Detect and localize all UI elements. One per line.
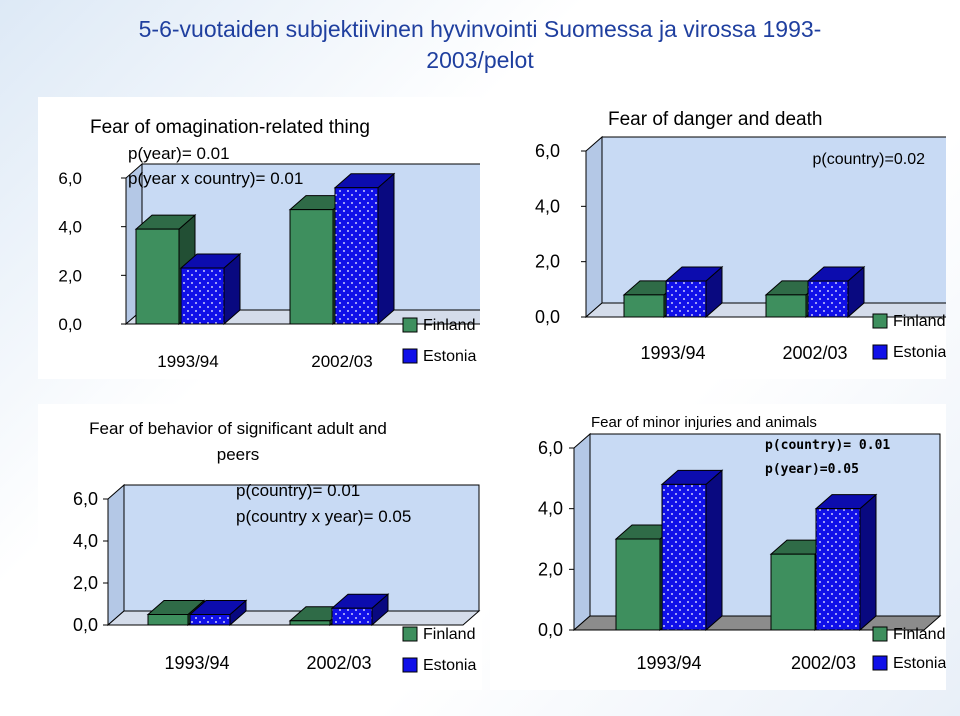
legend-swatch-finland [872,626,888,642]
bar-front [807,280,849,318]
bar-front [147,614,189,626]
legend-label-finland: Finland [893,313,945,330]
y-tick-label: 6,0 [538,438,563,458]
bar-front [661,483,707,631]
chart-panel-injuries-animals: 0,0 2,0 4,0 6,0 1993/94 2002/03 Fear of minor … [490,404,946,690]
chart-title: Fear of minor injuries and animals [591,414,817,431]
page-title: 5-6-vuotaiden subjektiivinen hyvinvointi… [0,14,960,76]
y-tick-label: 2,0 [538,559,563,579]
legend-label-finland: Finland [423,317,475,334]
y-tick-label: 4,0 [73,531,98,551]
bar-side [859,493,877,632]
plot-back-wall [123,484,480,612]
bar-front [615,538,661,631]
y-tick-label: 6,0 [535,141,560,161]
chart-annotation: p(country)=0.02 [812,151,925,168]
chart-title: Fear of danger and death [608,109,822,130]
bar-estonia-1 [333,172,396,326]
y-tick-label: 6,0 [58,169,82,188]
bar-front [189,614,231,626]
y-tick-label: 0,0 [73,615,98,635]
legend-label-estonia: Estonia [893,344,946,361]
bar-front [770,553,816,631]
y-tick-label: 2,0 [58,266,82,285]
bar-front [334,187,379,325]
chart-annotation: p(year)= 0.01 [128,144,230,163]
x-category-label: 2002/03 [791,653,856,673]
x-category-label: 2002/03 [306,653,371,673]
legend-swatch-estonia [402,657,418,673]
y-tick-label: 4,0 [58,218,82,237]
legend-swatch-finland [872,313,888,329]
plot-side-wall [107,483,125,627]
y-tick-label: 0,0 [535,307,560,327]
x-category-label: 1993/94 [164,653,229,673]
chart-annotation: p(country)= 0.01 [236,481,360,500]
legend-label-finland: Finland [893,626,945,643]
chart-title-line: peers [217,445,260,464]
plot-side-wall [573,432,591,632]
chart-annotation: p(country)= 0.01 [765,438,890,453]
y-tick-label: 2,0 [73,573,98,593]
chart-title-line: Fear of behavior of significant adult an… [89,419,387,438]
x-category-label: 2002/03 [311,352,372,371]
y-tick-label: 2,0 [535,252,560,272]
page-title-line1: 5-6-vuotaiden subjektiivinen hyvinvointi… [138,16,822,42]
bar-front [180,267,225,325]
chart-svg: 0,0 2,0 4,0 6,0 1993/94 2002/03 Fear of danger… [535,109,946,363]
bar-estonia-0 [179,252,242,326]
bar-estonia-1 [814,493,878,632]
y-tick-label: 0,0 [538,620,563,640]
bar-estonia-0 [188,599,248,627]
x-category-label: 1993/94 [157,352,218,371]
chart-annotation: p(year x country)= 0.01 [128,169,303,188]
bar-front [623,294,665,318]
chart-annotation: p(year)=0.05 [765,462,859,477]
chart-panel-adult-behavior: 0,0 2,0 4,0 6,0 1993/94 2002/03 Fear of behavi… [38,404,482,690]
chart-panel-omagination: 0,0 2,0 4,0 6,0 1993/94 2002/03 Fear of omagin… [38,97,480,379]
bar-front [815,508,861,631]
legend-swatch-estonia [872,344,888,360]
y-tick-label: 0,0 [58,315,82,334]
legend-label-estonia: Estonia [893,655,946,672]
chart-svg: 0,0 2,0 4,0 6,0 1993/94 2002/03 Fear of minor … [538,414,946,673]
legend-swatch-estonia [402,348,418,364]
bar-estonia-0 [660,469,724,632]
y-tick-label: 4,0 [538,499,563,519]
bar-side [705,469,723,632]
bar-front [331,607,373,626]
legend-label-estonia: Estonia [423,657,476,674]
legend-label-estonia: Estonia [423,348,476,365]
bar-front [135,228,180,325]
chart-svg: 0,0 2,0 4,0 6,0 1993/94 2002/03 Fear of omagin… [58,117,480,371]
chart-title: Fear of omagination-related thing [90,117,370,138]
bar-front [665,280,707,318]
legend-label-finland: Finland [423,626,475,643]
chart-annotation: p(country x year)= 0.05 [236,507,411,526]
page-title-line2: 2003/pelot [426,47,534,73]
chart-panel-danger-death: 0,0 2,0 4,0 6,0 1993/94 2002/03 Fear of danger… [490,97,946,379]
chart-svg: 0,0 2,0 4,0 6,0 1993/94 2002/03 Fear of behavi… [73,419,481,674]
bar-estonia-1 [806,265,866,319]
bar-front [765,294,807,318]
bar-side [377,172,395,326]
legend-swatch-estonia [872,655,888,671]
plot-side-wall [585,135,603,319]
y-tick-label: 4,0 [535,196,560,216]
bar-estonia-0 [664,265,724,319]
bar-front [289,209,334,325]
legend-swatch-finland [402,626,418,642]
x-category-label: 2002/03 [782,343,847,363]
x-category-label: 1993/94 [640,343,705,363]
legend-swatch-finland [402,317,418,333]
y-tick-label: 6,0 [73,489,98,509]
bar-front [289,620,331,626]
bar-estonia-1 [330,593,390,627]
x-category-label: 1993/94 [636,653,701,673]
